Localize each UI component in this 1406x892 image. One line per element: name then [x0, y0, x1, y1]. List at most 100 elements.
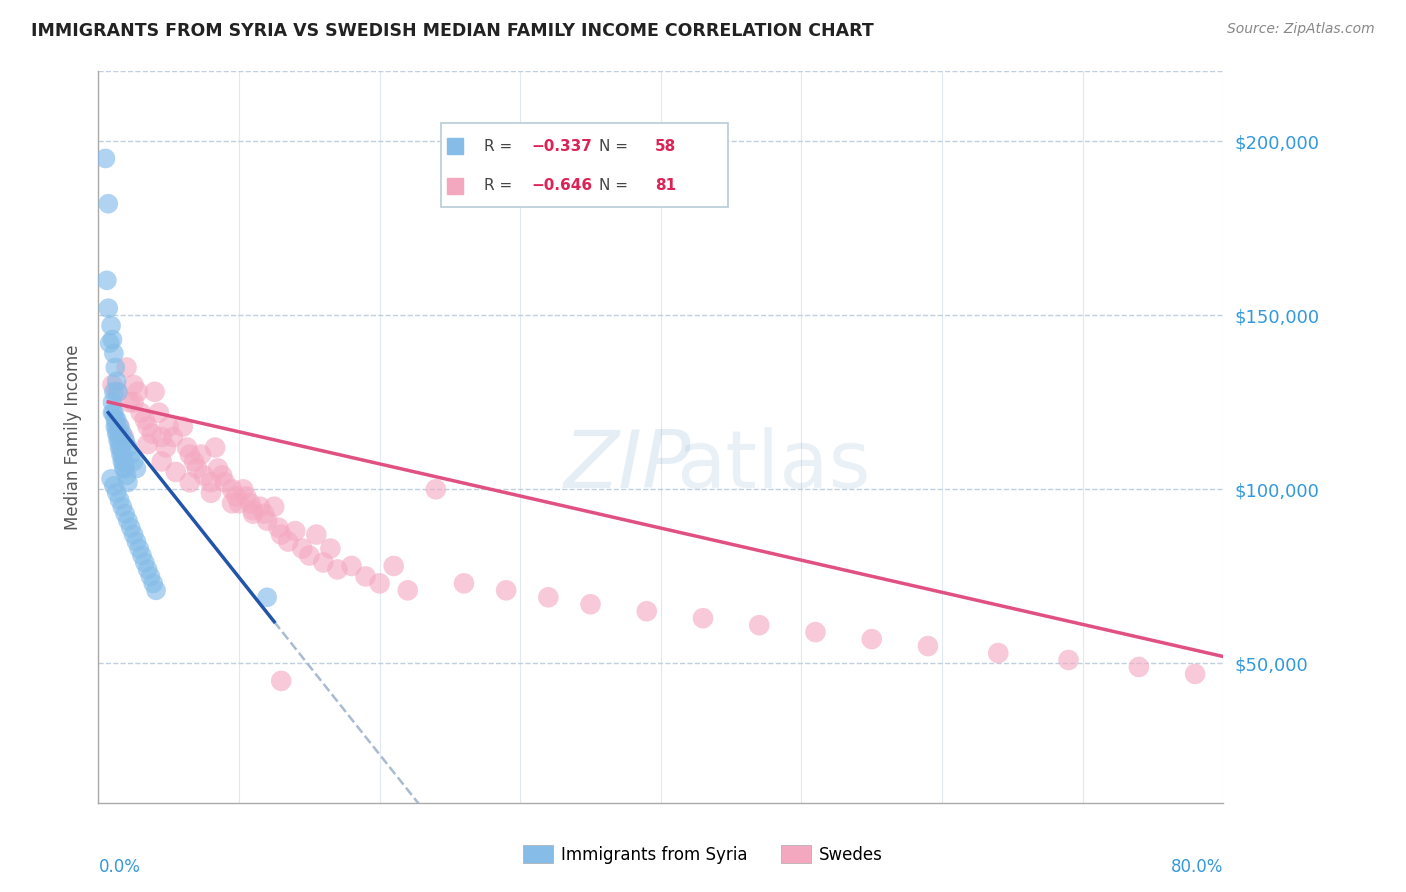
Point — [122, 454, 145, 468]
Point — [277, 534, 299, 549]
Point — [242, 507, 264, 521]
Text: −0.337: −0.337 — [531, 138, 592, 153]
Point — [270, 527, 292, 541]
Point — [155, 441, 177, 455]
Point — [139, 569, 162, 583]
Point — [298, 549, 321, 563]
Text: ZIP: ZIP — [564, 427, 690, 506]
Point — [103, 406, 125, 420]
Point — [204, 441, 226, 455]
Text: Source: ZipAtlas.com: Source: ZipAtlas.com — [1227, 22, 1375, 37]
Point — [211, 468, 233, 483]
Point — [145, 583, 167, 598]
Legend: Immigrants from Syria, Swedes: Immigrants from Syria, Swedes — [516, 838, 890, 871]
Point — [131, 549, 153, 563]
Point — [150, 430, 173, 444]
Point — [136, 562, 159, 576]
Point — [117, 514, 139, 528]
Point — [110, 441, 132, 455]
Text: −0.646: −0.646 — [531, 178, 592, 194]
Point — [987, 646, 1010, 660]
Point — [692, 611, 714, 625]
Text: N =: N = — [599, 138, 633, 153]
Point — [114, 507, 136, 521]
Point — [122, 527, 145, 541]
Y-axis label: Median Family Income: Median Family Income — [65, 344, 83, 530]
Point — [179, 475, 201, 490]
Point — [94, 152, 117, 166]
Point — [101, 395, 124, 409]
Point — [120, 521, 142, 535]
Point — [148, 406, 170, 420]
Point — [120, 448, 142, 462]
Point — [103, 346, 125, 360]
Point — [368, 576, 391, 591]
Point — [1057, 653, 1080, 667]
Point — [239, 496, 262, 510]
Point — [193, 468, 215, 483]
Point — [128, 541, 150, 556]
Point — [115, 360, 138, 375]
Point — [142, 576, 165, 591]
Text: IMMIGRANTS FROM SYRIA VS SWEDISH MEDIAN FAMILY INCOME CORRELATION CHART: IMMIGRANTS FROM SYRIA VS SWEDISH MEDIAN … — [31, 22, 873, 40]
Point — [125, 534, 148, 549]
Point — [425, 483, 447, 497]
Point — [1184, 667, 1206, 681]
Point — [190, 448, 212, 462]
Point — [111, 500, 134, 514]
Point — [111, 448, 134, 462]
Point — [225, 489, 247, 503]
Point — [150, 454, 173, 468]
Point — [105, 485, 128, 500]
Point — [117, 475, 139, 490]
Point — [141, 426, 163, 441]
Point — [103, 479, 125, 493]
Point — [1128, 660, 1150, 674]
Point — [107, 434, 129, 448]
Point — [111, 454, 134, 468]
Point — [860, 632, 883, 646]
Text: R =: R = — [484, 138, 517, 153]
Point — [112, 454, 135, 468]
Point — [291, 541, 314, 556]
Point — [214, 475, 236, 490]
Point — [122, 377, 145, 392]
Point — [107, 384, 129, 399]
Point — [305, 527, 328, 541]
Point — [112, 461, 135, 475]
Point — [136, 419, 159, 434]
Point — [105, 375, 128, 389]
Point — [263, 500, 285, 514]
Point — [284, 524, 307, 538]
Point — [242, 503, 264, 517]
Point — [748, 618, 770, 632]
Point — [495, 583, 517, 598]
Point — [382, 558, 405, 573]
Point — [134, 412, 156, 426]
Text: 0.0%: 0.0% — [98, 858, 141, 876]
Point — [319, 541, 342, 556]
Point — [186, 461, 208, 475]
Point — [104, 419, 127, 434]
Point — [636, 604, 658, 618]
Point — [114, 461, 136, 475]
Point — [165, 465, 187, 479]
Point — [100, 472, 122, 486]
Point — [253, 507, 276, 521]
Point — [111, 426, 134, 441]
Point — [134, 556, 156, 570]
Point — [221, 496, 243, 510]
Point — [249, 500, 271, 514]
Point — [104, 412, 127, 426]
Point — [804, 625, 827, 640]
Point — [101, 406, 124, 420]
Point — [256, 591, 278, 605]
Point — [110, 448, 132, 462]
Point — [326, 562, 349, 576]
Point — [101, 333, 124, 347]
Point — [396, 583, 419, 598]
Point — [157, 419, 180, 434]
Point — [97, 301, 120, 316]
Point — [354, 569, 377, 583]
Point — [108, 492, 131, 507]
